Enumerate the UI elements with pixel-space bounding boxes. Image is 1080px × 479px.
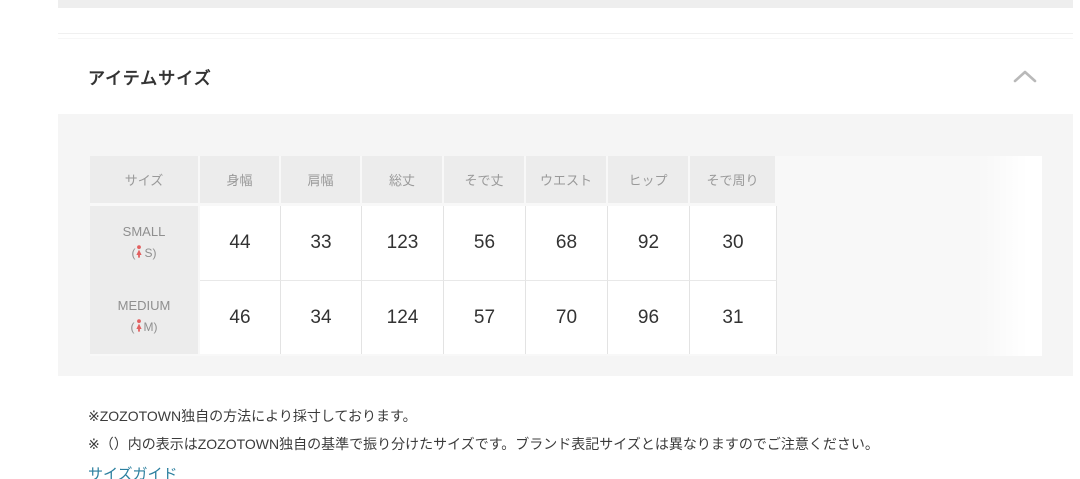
- section-title: アイテムサイズ: [88, 69, 212, 88]
- size-table-scroll-area[interactable]: サイズ 身幅 肩幅 総丈 そで丈 ウエスト ヒップ そで周り SMALL (S)…: [90, 156, 1042, 356]
- cell-small-waist: 68: [526, 206, 608, 280]
- note-size-classification: ※（）内の表示はZOZOTOWN独自の基準で振り分けたサイズです。ブランド表記サ…: [88, 436, 879, 452]
- column-header-hip: ヒップ: [608, 156, 690, 206]
- size-code: (M): [130, 319, 158, 335]
- column-header-sleeve-length: そで丈: [444, 156, 526, 206]
- size-label-small: SMALL (S): [90, 206, 200, 280]
- size-name: SMALL: [122, 224, 166, 239]
- note-measurement-method: ※ZOZOTOWN独自の方法により採寸しております。: [88, 408, 417, 424]
- cell-medium-shoulder-width: 34: [281, 280, 362, 354]
- cell-medium-body-width: 46: [200, 280, 281, 354]
- collapse-section-button[interactable]: [1009, 66, 1041, 87]
- cell-medium-sleeve-opening: 31: [690, 280, 777, 354]
- column-header-waist: ウエスト: [526, 156, 608, 206]
- column-header-body-width: 身幅: [200, 156, 281, 206]
- cell-medium-hip: 96: [608, 280, 690, 354]
- table-row-medium: MEDIUM (M) 46 34 124 57 70 96 31: [90, 280, 777, 354]
- cell-small-total-length: 123: [362, 206, 444, 280]
- size-table-header-row: サイズ 身幅 肩幅 総丈 そで丈 ウエスト ヒップ そで周り: [90, 156, 777, 206]
- size-code: (S): [131, 245, 157, 261]
- column-header-shoulder-width: 肩幅: [281, 156, 362, 206]
- section-header: アイテムサイズ: [58, 39, 1073, 114]
- size-table-panel: サイズ 身幅 肩幅 総丈 そで丈 ウエスト ヒップ そで周り SMALL (S)…: [58, 114, 1073, 376]
- item-size-section: アイテムサイズ サイズ 身幅 肩幅 総丈 そで丈: [58, 0, 1073, 479]
- person-icon: [135, 245, 143, 261]
- column-header-size: サイズ: [90, 156, 200, 206]
- cell-medium-waist: 70: [526, 280, 608, 354]
- size-guide-link[interactable]: サイズガイド: [88, 466, 178, 479]
- person-icon: [135, 319, 143, 335]
- cell-small-hip: 92: [608, 206, 690, 280]
- cell-small-sleeve-opening: 30: [690, 206, 777, 280]
- column-header-total-length: 総丈: [362, 156, 444, 206]
- size-table: サイズ 身幅 肩幅 総丈 そで丈 ウエスト ヒップ そで周り SMALL (S)…: [90, 156, 777, 354]
- cell-medium-total-length: 124: [362, 280, 444, 354]
- chevron-up-icon: [1013, 70, 1037, 86]
- size-guide-row: サイズガイド: [58, 463, 1073, 479]
- table-row-small: SMALL (S) 44 33 123 56 68 92 30: [90, 206, 777, 280]
- cell-small-shoulder-width: 33: [281, 206, 362, 280]
- column-header-sleeve-opening: そで周り: [690, 156, 777, 206]
- measurement-notes: ※ZOZOTOWN独自の方法により採寸しております。 ※（）内の表示はZOZOT…: [58, 402, 1073, 458]
- cell-small-body-width: 44: [200, 206, 281, 280]
- size-name: MEDIUM: [117, 298, 171, 313]
- size-label-medium: MEDIUM (M): [90, 280, 200, 354]
- section-top-divider: [58, 33, 1073, 39]
- previous-section-edge: [58, 0, 1073, 8]
- cell-medium-sleeve-length: 57: [444, 280, 526, 354]
- cell-small-sleeve-length: 56: [444, 206, 526, 280]
